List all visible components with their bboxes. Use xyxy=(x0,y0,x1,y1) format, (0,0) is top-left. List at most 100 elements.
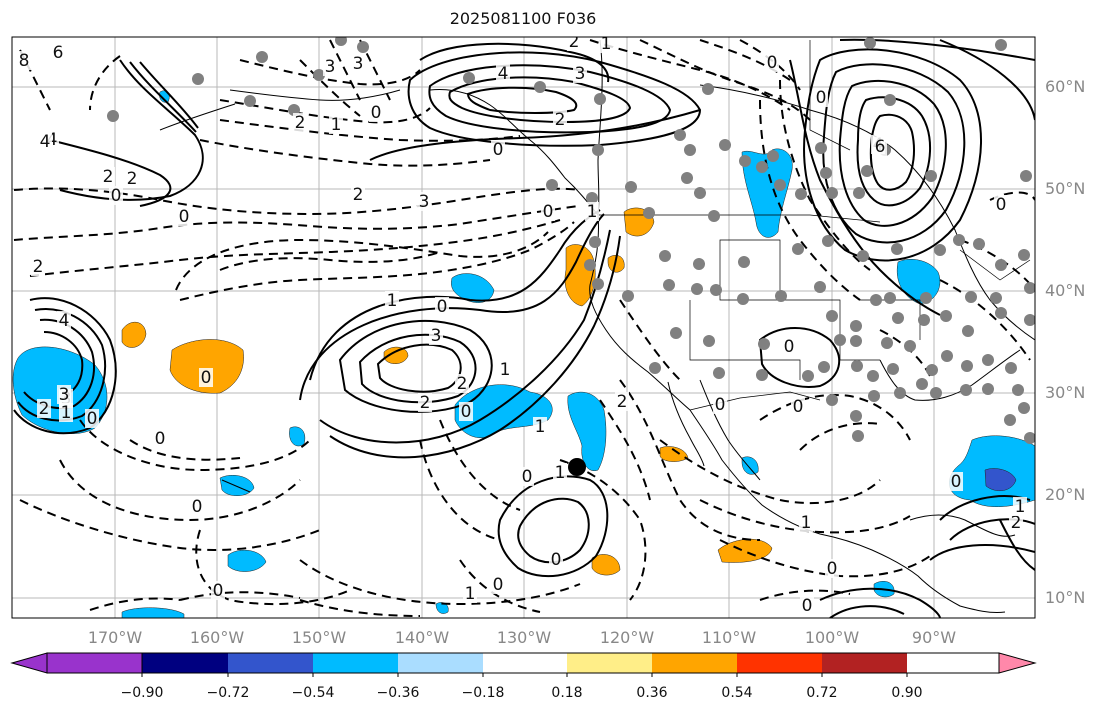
contour-label: 1 xyxy=(387,291,398,311)
colorbar-segment xyxy=(398,653,483,673)
contour-label-bg xyxy=(1009,513,1023,532)
contour-label-bg xyxy=(825,559,839,578)
contour-label-bg xyxy=(994,195,1008,214)
lat-label: 10°N xyxy=(1045,588,1085,607)
contour-label: 0 xyxy=(996,195,1007,215)
contour-label: 1 xyxy=(535,417,546,437)
contour-label-bg xyxy=(418,393,432,412)
contour-label: 0 xyxy=(155,429,166,449)
map-title: 2025081100 F036 xyxy=(449,9,597,28)
contour-label: 4 xyxy=(59,311,70,331)
contour-label-bg xyxy=(791,397,805,416)
colorbar-tick-label: −0.54 xyxy=(292,685,335,701)
contour-label-bg xyxy=(599,37,613,53)
contour-label: 0 xyxy=(111,186,122,206)
map-panel: 8643220421023310210023443221004332120001… xyxy=(12,32,1035,618)
contour-label: 3 xyxy=(419,192,430,212)
contour-label: 2 xyxy=(103,167,114,187)
contour-label-bg xyxy=(491,575,505,594)
colorbar-tick-label: −0.18 xyxy=(462,685,505,701)
contour-label: 0 xyxy=(522,467,533,487)
contour-label-bg xyxy=(567,37,581,51)
colorbar-outline xyxy=(46,652,143,674)
contour-label-bg xyxy=(153,429,167,448)
contour-label-bg xyxy=(455,374,469,393)
contour-label: 0 xyxy=(784,337,795,357)
contour-label-bg xyxy=(491,140,505,159)
contour-label: 6 xyxy=(875,137,886,157)
contour-label-bg xyxy=(782,337,796,356)
colorbar-segment xyxy=(567,653,652,673)
colorbar xyxy=(10,652,1037,674)
contour-label-bg xyxy=(199,368,213,387)
contour-label: 0 xyxy=(543,202,554,222)
dashed-contours xyxy=(13,39,1035,617)
colorbar-tick-label: −0.36 xyxy=(377,685,420,701)
contour-label: 0 xyxy=(816,88,827,108)
contour-label-bg xyxy=(585,202,599,221)
contour-label-bg xyxy=(385,291,399,310)
contour-label-bg xyxy=(125,169,139,188)
map-frame xyxy=(11,36,1036,619)
contour-label: 0 xyxy=(793,397,804,417)
contour-label: 1 xyxy=(331,115,342,135)
lon-label: 160°W xyxy=(190,628,245,647)
contour-label: 0 xyxy=(551,550,562,570)
lon-label: 90°W xyxy=(912,628,956,647)
contour-label: 1 xyxy=(1015,497,1026,517)
contour-label: 2 xyxy=(555,110,566,130)
lat-label: 60°N xyxy=(1045,77,1085,96)
contour-label-bg xyxy=(101,167,115,186)
contour-label-bg xyxy=(533,417,547,436)
lat-label: 30°N xyxy=(1045,383,1085,402)
contour-label-bg xyxy=(17,51,31,70)
contour-label-bg xyxy=(109,186,123,205)
colorbar-tick-label: 0.72 xyxy=(806,685,837,701)
contour-label-bg xyxy=(573,64,587,83)
contour-label-bg xyxy=(553,110,567,129)
contour-label-bg xyxy=(37,399,51,418)
contour-label: 0 xyxy=(437,297,448,317)
contour-label: 0 xyxy=(827,559,838,579)
lat-labels: 60°N 50°N 40°N 30°N 20°N 10°N xyxy=(1045,77,1085,607)
contour-label: 2 xyxy=(1011,513,1022,533)
contour-label: 3 xyxy=(575,64,586,84)
lon-labels: 170°W 160°W 150°W 140°W 130°W 120°W 110°W 100°W… xyxy=(88,628,956,647)
contour-label: 0 xyxy=(192,497,203,517)
contour-label: 0 xyxy=(213,581,224,601)
colorbar-segment xyxy=(483,653,567,673)
contour-label: 2 xyxy=(39,399,50,419)
colorbar-ticks: −0.90 −0.72 −0.54 −0.36 −0.18 0.18 0.36 0.54 0.7… xyxy=(121,673,923,701)
contour-label-bg xyxy=(765,53,779,72)
colorbar-segment xyxy=(142,653,228,673)
contour-label-bg xyxy=(459,402,473,421)
contour-label-bg xyxy=(949,472,963,491)
lon-label: 110°W xyxy=(702,628,757,647)
contour-label-bg xyxy=(85,409,99,428)
colorbar-extend-left xyxy=(10,652,48,674)
colorbar-segment xyxy=(47,653,142,673)
contour-label: 2 xyxy=(617,392,628,412)
lon-label: 130°W xyxy=(497,628,552,647)
contour-label-bg xyxy=(190,497,204,516)
contour-label: 2 xyxy=(569,32,580,52)
colorbar-segment xyxy=(652,653,737,673)
contour-label: 1 xyxy=(500,360,511,380)
contour-label-bg xyxy=(553,463,567,482)
colorbar-segment xyxy=(313,653,398,673)
contour-label: 8 xyxy=(19,51,30,71)
contour-label: 3 xyxy=(325,57,336,77)
colorbar-tick-label: 0.54 xyxy=(721,685,752,701)
contour-label-bg xyxy=(549,550,563,569)
contour-label: 0 xyxy=(371,103,382,123)
contour-label: 1 xyxy=(555,463,566,483)
contour-label: 4 xyxy=(498,64,509,84)
contour-label: 2 xyxy=(127,169,138,189)
contour-label-bg xyxy=(873,137,887,156)
lon-label: 140°W xyxy=(395,628,450,647)
contour-label-bg xyxy=(615,392,629,411)
lat-label: 40°N xyxy=(1045,281,1085,300)
contour-label-bg xyxy=(520,467,534,486)
contour-label-bg xyxy=(435,297,449,316)
colorbar-tick-label: 0.90 xyxy=(891,685,922,701)
